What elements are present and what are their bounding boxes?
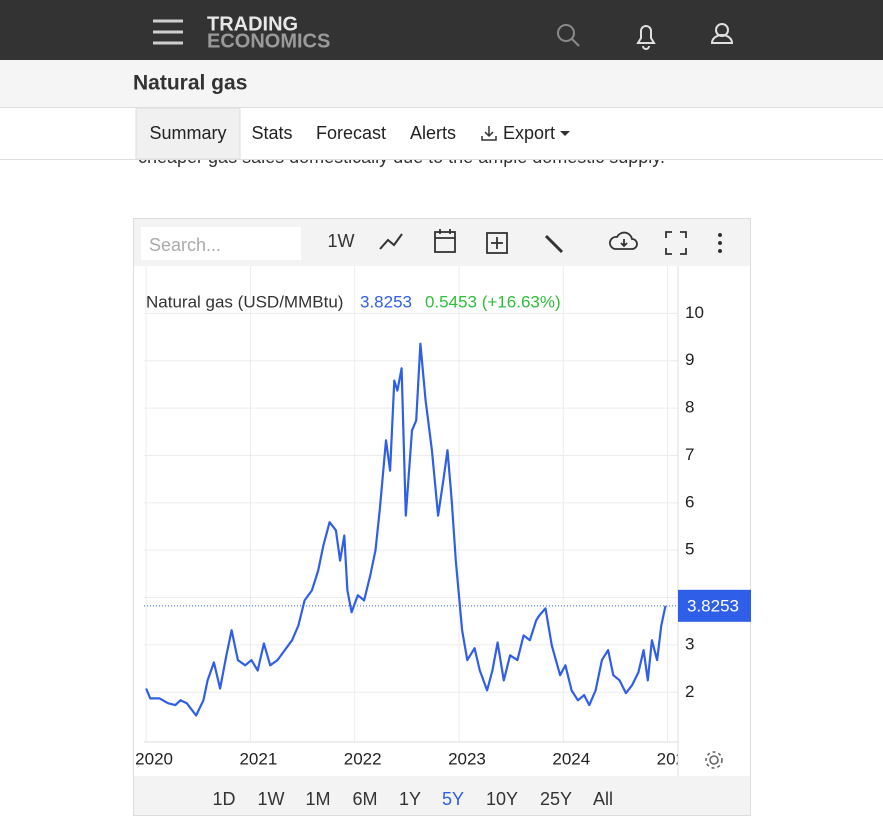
y-tick-label: 3 <box>685 634 694 653</box>
x-tick-label: 2023 <box>448 749 486 768</box>
range-button[interactable]: 25Y <box>540 789 572 809</box>
y-tick-label: 7 <box>685 445 694 464</box>
change-text: 0.5453 (+16.63%) <box>425 292 561 311</box>
export-caret[interactable] <box>560 131 570 136</box>
logo-line1[interactable]: TRADING <box>207 13 298 35</box>
last-value-text: 3.8253 <box>360 292 412 311</box>
price-line <box>145 342 667 717</box>
chart-box <box>133 218 751 816</box>
settings-wrench[interactable] <box>544 234 564 254</box>
search-placeholder[interactable]: Search... <box>149 235 221 255</box>
search-icon[interactable] <box>557 24 580 47</box>
active-tab-bg <box>135 107 241 160</box>
title-bar <box>0 60 883 107</box>
more-icon[interactable] <box>718 233 722 253</box>
y-tick-label: 5 <box>685 540 694 559</box>
x-tick-label: 2021 <box>239 749 277 768</box>
last-value-label: 3.8253 <box>687 596 739 615</box>
interval-button[interactable]: 1W <box>328 231 355 251</box>
tab[interactable]: Summary <box>149 123 226 143</box>
range-button[interactable]: 6M <box>352 789 377 809</box>
range-bar <box>134 776 750 815</box>
search-input[interactable] <box>141 227 301 260</box>
bell-icon[interactable] <box>636 25 656 50</box>
logo-line2[interactable]: ECONOMICS <box>207 30 330 52</box>
last-value-box <box>678 589 751 622</box>
gear-icon[interactable] <box>705 751 723 769</box>
tab[interactable]: Export <box>503 123 555 143</box>
tab[interactable]: Stats <box>251 123 292 143</box>
chart-type-icon[interactable] <box>379 233 403 250</box>
fullscreen-icon[interactable] <box>665 231 687 255</box>
range-button[interactable]: 5Y <box>442 789 464 809</box>
range-button[interactable]: 1M <box>305 789 330 809</box>
tab[interactable]: Alerts <box>410 123 456 143</box>
range-button[interactable]: All <box>593 789 613 809</box>
header-bar <box>0 0 883 60</box>
y-tick-label: 8 <box>685 398 694 417</box>
y-tick-label: 6 <box>685 492 694 511</box>
y-tick-label: 2 <box>685 682 694 701</box>
add-icon[interactable] <box>486 232 508 254</box>
page-title: Natural gas <box>133 72 247 95</box>
y-tick-label: 10 <box>685 303 704 322</box>
download-icon[interactable] <box>609 231 638 250</box>
x-tick-label: 2020 <box>135 749 173 768</box>
x-labels: 2020 2021 2022 2023 2024 2025 <box>135 749 695 768</box>
range-button[interactable]: 10Y <box>486 789 518 809</box>
x-tick-label: 2022 <box>344 749 382 768</box>
menu-icon[interactable] <box>153 19 183 45</box>
range-button[interactable]: 1W <box>258 789 285 809</box>
y-tick-label: 9 <box>685 350 694 369</box>
x-tick-label: 2025 <box>657 749 695 768</box>
calendar-icon[interactable] <box>434 229 456 253</box>
chart-series-title: Natural gas (USD/MMBtu) <box>146 292 343 311</box>
x-tick-label: 2024 <box>552 749 590 768</box>
range-button[interactable]: 1Y <box>399 789 421 809</box>
grid <box>144 266 678 742</box>
user-icon[interactable] <box>710 23 734 44</box>
range-button[interactable]: 1D <box>212 789 235 809</box>
export-icon[interactable] <box>481 126 497 141</box>
plot: 23456789102020202120222023202420253.8253 <box>135 266 751 776</box>
tab[interactable]: Forecast <box>316 123 386 143</box>
